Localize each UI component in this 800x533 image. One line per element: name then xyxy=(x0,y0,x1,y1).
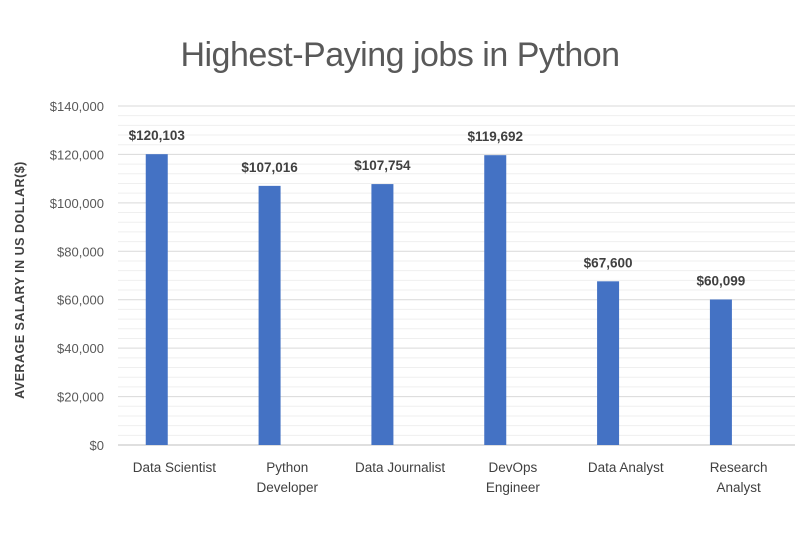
y-tick-label: $0 xyxy=(90,438,104,453)
x-tick-label: Engineer xyxy=(486,480,541,495)
x-tick-label: Data Analyst xyxy=(588,460,664,475)
y-tick-label: $140,000 xyxy=(50,99,104,114)
bar xyxy=(709,299,732,445)
y-tick-label: $20,000 xyxy=(57,390,104,405)
data-label: $107,016 xyxy=(241,160,298,175)
y-tick-label: $80,000 xyxy=(57,244,104,259)
data-label: $60,099 xyxy=(697,273,746,288)
y-tick-label: $40,000 xyxy=(57,341,104,356)
x-tick-label: Python xyxy=(266,460,308,475)
y-tick-label: $120,000 xyxy=(50,147,104,162)
x-tick-label: Research xyxy=(710,460,768,475)
chart-title: Highest-Paying jobs in Python xyxy=(180,36,620,74)
bar xyxy=(597,281,620,445)
data-label: $120,103 xyxy=(129,128,186,143)
x-tick-label: Data Scientist xyxy=(133,460,217,475)
y-tick-label: $60,000 xyxy=(57,293,104,308)
data-label: $67,600 xyxy=(584,255,633,270)
bar xyxy=(484,155,507,445)
y-tick-label: $100,000 xyxy=(50,196,104,211)
x-tick-label: Data Journalist xyxy=(355,460,445,475)
bar xyxy=(371,184,394,445)
x-tick-label: Analyst xyxy=(716,480,761,495)
x-tick-label: DevOps xyxy=(489,460,538,475)
bar xyxy=(258,185,281,445)
x-tick-label: Developer xyxy=(256,480,318,495)
data-label: $107,754 xyxy=(354,158,411,173)
bar xyxy=(145,154,168,445)
data-label: $119,692 xyxy=(467,129,523,144)
